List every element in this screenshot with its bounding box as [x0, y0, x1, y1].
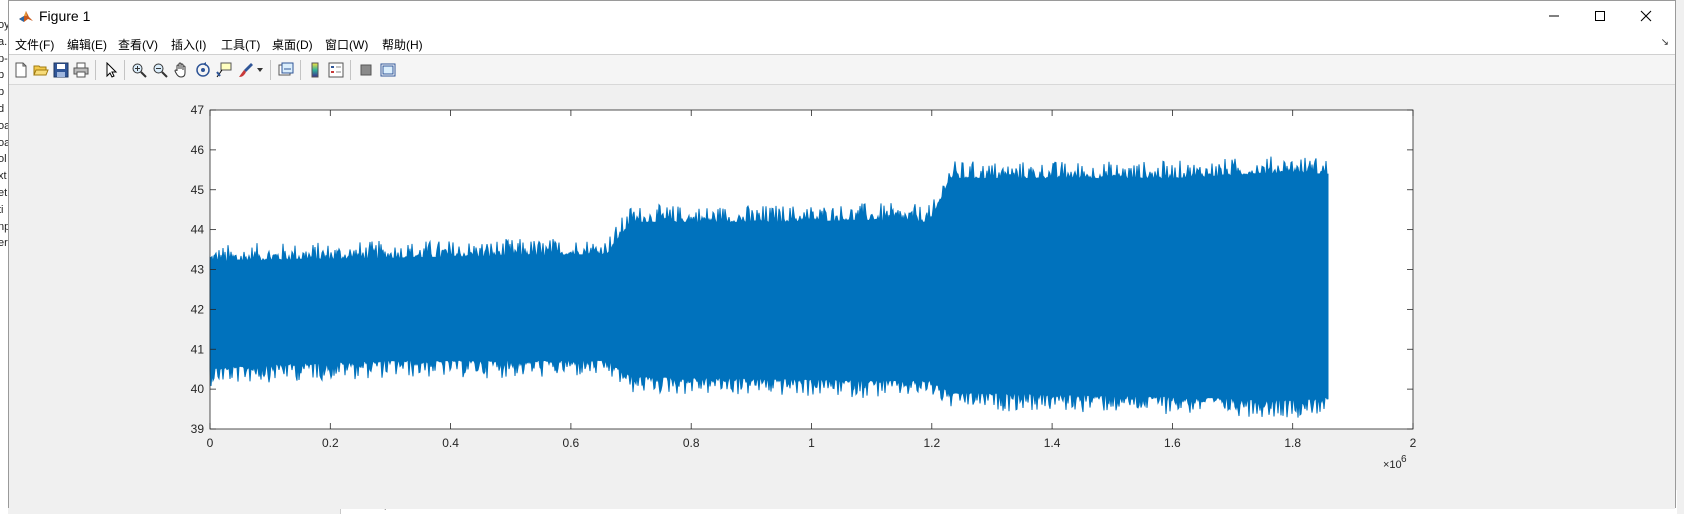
zoom-in-icon[interactable] — [130, 61, 148, 79]
menu-insert[interactable]: 插入(I) — [171, 38, 207, 52]
background-text-fragment: d — [0, 103, 5, 115]
background-app-fragment: oya.p-bbdoaoaolxtettinper — [0, 0, 8, 514]
x-tick-label: 2 — [1410, 436, 1417, 450]
background-text-fragment: et — [0, 187, 8, 199]
background-text-fragment: ti — [0, 203, 4, 216]
stress-series-line — [209, 156, 1329, 418]
background-text-fragment: b — [0, 86, 5, 99]
menu-view[interactable]: 查看(V) — [118, 38, 158, 52]
background-text-fragment: oy — [0, 19, 8, 31]
print-icon[interactable] — [72, 61, 90, 79]
y-tick-label: 40 — [191, 382, 205, 396]
maximize-button[interactable] — [1577, 1, 1623, 31]
x-tick-label: 1.6 — [1164, 436, 1181, 450]
toolbar-separator — [350, 60, 351, 80]
toolbar-separator — [124, 60, 125, 80]
menu-help[interactable]: 帮助(H) — [382, 38, 423, 52]
background-text-fragment: er — [0, 237, 8, 250]
zoom-out-icon[interactable] — [151, 61, 169, 79]
matlab-icon — [17, 7, 35, 25]
background-text-fragment: b — [0, 69, 5, 82]
toolbar-separator — [95, 60, 96, 80]
x-tick-label: 1.2 — [923, 436, 940, 450]
y-tick-label: 39 — [191, 422, 205, 436]
y-tick-label: 45 — [191, 183, 205, 197]
background-text-fragment: oa — [0, 119, 8, 132]
pan-icon[interactable] — [172, 61, 190, 79]
brush-dropdown-icon[interactable] — [255, 61, 265, 79]
title-bar[interactable]: Figure 1 — [9, 1, 1675, 31]
data-cursor-icon[interactable] — [215, 61, 233, 79]
x-tick-label: 0.6 — [563, 436, 580, 450]
menu-tools[interactable]: 工具(T) — [221, 38, 261, 52]
show-plot-tools-icon[interactable] — [379, 61, 397, 79]
rotate-3d-icon[interactable] — [194, 61, 212, 79]
background-text-fragment: a. — [0, 35, 8, 48]
y-tick-label: 42 — [191, 302, 205, 316]
open-file-icon[interactable] — [32, 61, 50, 79]
x-tick-label: 1.4 — [1044, 436, 1061, 450]
y-tick-label: 43 — [191, 263, 205, 277]
background-text-fragment: p- — [0, 52, 8, 65]
toolbar-separator — [270, 60, 271, 80]
y-tick-label: 46 — [191, 143, 205, 157]
figure-toolbar — [9, 55, 1675, 85]
x-tick-label: 0.2 — [322, 436, 339, 450]
x-exponent-label: ×10 — [1383, 459, 1402, 471]
window-title: Figure 1 — [39, 8, 91, 24]
background-text-fragment: oa — [0, 136, 8, 149]
figure-window: Figure 1 文件(F) 编辑(E) 查看(V) 插入(I) 工具(T) 桌… — [8, 0, 1676, 509]
close-button[interactable] — [1623, 1, 1669, 31]
maximize-icon — [1595, 11, 1605, 21]
insert-legend-icon[interactable] — [327, 61, 345, 79]
x-tick-label: 0.8 — [683, 436, 700, 450]
brush-icon[interactable] — [237, 61, 255, 79]
menu-file[interactable]: 文件(F) — [15, 38, 55, 52]
insert-colorbar-icon[interactable] — [306, 61, 324, 79]
hide-plot-tools-icon[interactable] — [357, 61, 375, 79]
edit-plot-icon[interactable] — [102, 61, 120, 79]
menu-edit[interactable]: 编辑(E) — [67, 38, 107, 52]
toolbar-separator — [300, 60, 301, 80]
x-exponent-power: 6 — [1401, 454, 1407, 465]
y-tick-label: 41 — [191, 342, 205, 356]
x-tick-label: 0 — [207, 436, 214, 450]
new-figure-icon[interactable] — [12, 61, 30, 79]
minimize-icon — [1549, 15, 1559, 17]
menu-window[interactable]: 窗口(W) — [325, 38, 369, 52]
link-plot-icon[interactable] — [277, 61, 295, 79]
background-text-fragment: ol — [0, 153, 7, 166]
y-tick-label: 44 — [191, 223, 205, 237]
y-tick-label: 47 — [191, 103, 205, 117]
menu-desktop[interactable]: 桌面(D) — [272, 38, 313, 52]
x-tick-label: 1 — [808, 436, 815, 450]
x-tick-label: 1.8 — [1284, 436, 1301, 450]
menu-expand-icon[interactable]: ↘ — [1660, 37, 1669, 48]
menu-bar: 文件(F) 编辑(E) 查看(V) 插入(I) 工具(T) 桌面(D) 窗口(W… — [9, 31, 1675, 55]
minimize-button[interactable] — [1531, 1, 1577, 31]
background-text-fragment: xt — [0, 170, 7, 183]
save-icon[interactable] — [52, 61, 70, 79]
plot-axes[interactable]: 0 0.2 0.4 0.6 0.8 1 1.2 1.4 1.6 1.8 2 39 40 41 42 43 44 4… — [9, 85, 1675, 509]
background-text-fragment: np — [0, 220, 8, 233]
x-tick-label: 0.4 — [442, 436, 459, 450]
close-icon — [1640, 10, 1652, 22]
figure-canvas[interactable]: 0 0.2 0.4 0.6 0.8 1 1.2 1.4 1.6 1.8 2 39 40 41 42 43 44 4… — [9, 85, 1675, 509]
